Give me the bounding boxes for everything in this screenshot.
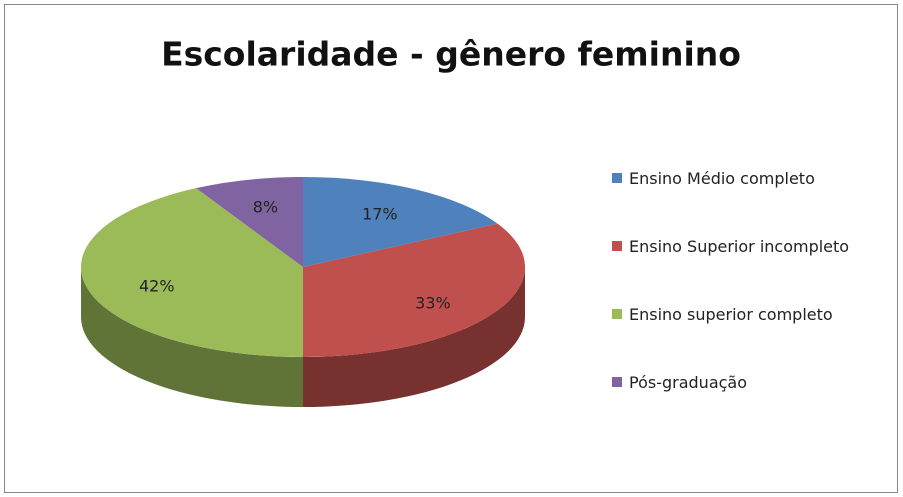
data-label: 8% [253,198,278,217]
legend-swatch [612,309,622,319]
slice-side [303,267,525,407]
legend-item: Pós-graduação [612,372,861,393]
legend-label: Ensino Superior incompleto [629,237,850,256]
slice [303,177,498,267]
slice [303,223,525,357]
data-label: 42% [139,277,175,296]
legend-item: Ensino superior completo [612,304,861,325]
legend-label: Ensino superior completo [629,305,833,324]
legend-item: Ensino Médio completo [612,168,861,189]
chart-title: Escolaridade - gênero feminino [161,35,741,74]
data-label: 17% [362,205,398,224]
legend-swatch [612,241,622,251]
legend-swatch [612,377,622,387]
legend-item: Ensino Superior incompleto [612,236,861,257]
legend-label: Ensino Médio completo [629,169,815,188]
slice [196,177,303,267]
legend-label: Pós-graduação [629,373,748,392]
slice-side [81,267,303,407]
slice [81,188,303,357]
data-label: 33% [415,293,451,312]
legend-swatch [612,173,622,183]
